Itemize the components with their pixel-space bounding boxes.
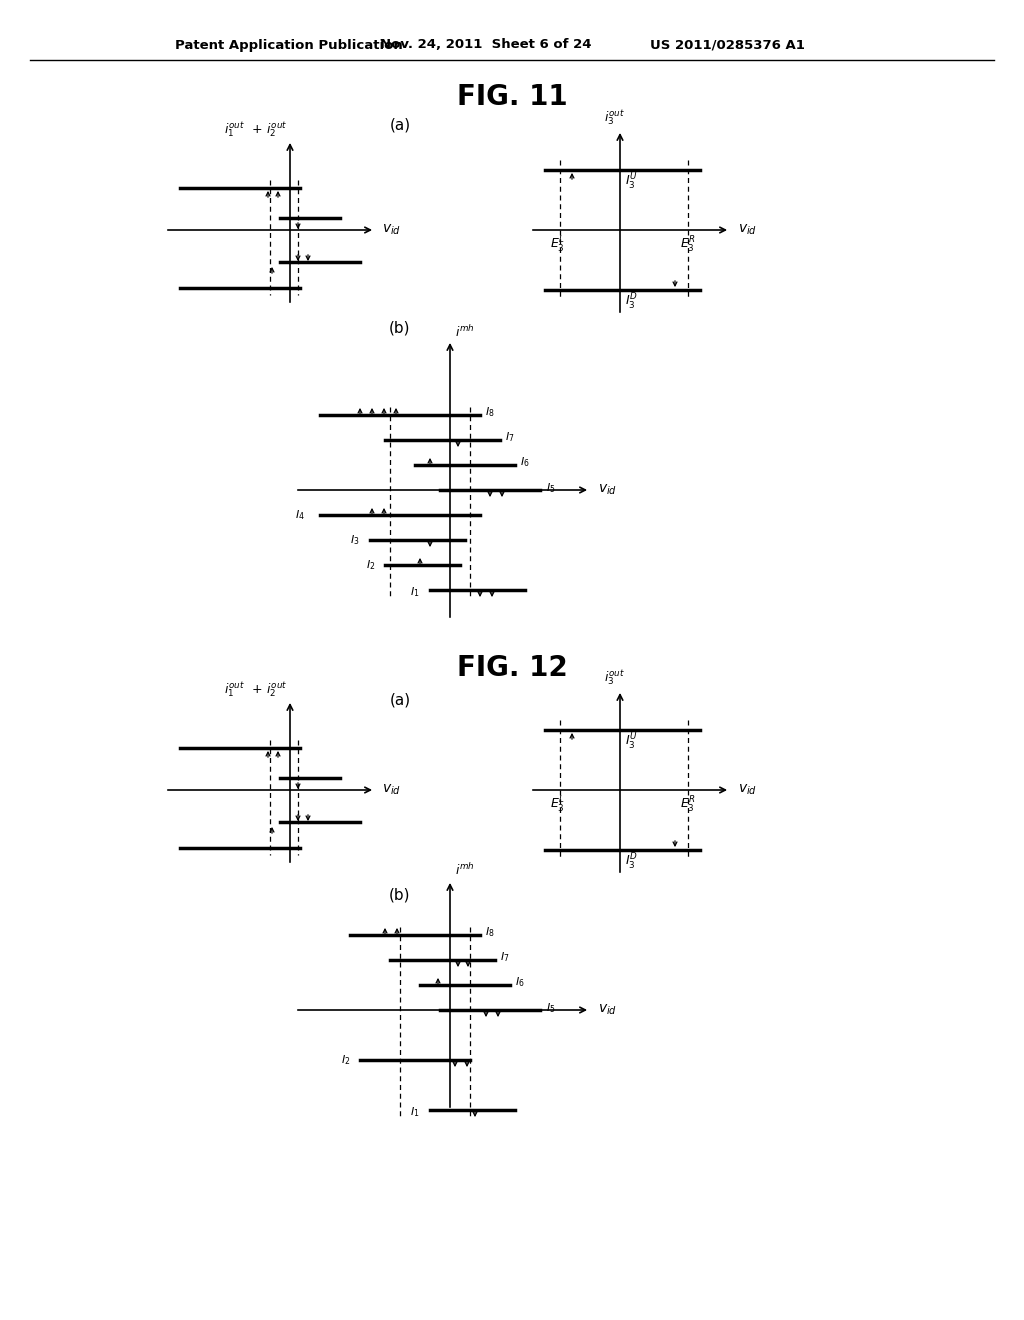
- Text: US 2011/0285376 A1: US 2011/0285376 A1: [650, 38, 805, 51]
- Text: $i^{mh}$: $i^{mh}$: [455, 862, 475, 878]
- Text: $I_6$: $I_6$: [520, 455, 529, 469]
- Text: $\,+\,i_2^{out}$: $\,+\,i_2^{out}$: [247, 120, 288, 140]
- Text: $i_1^{out}$: $i_1^{out}$: [224, 680, 245, 700]
- Text: $I_3$: $I_3$: [350, 533, 360, 546]
- Text: $E_3^L$: $E_3^L$: [551, 235, 565, 255]
- Text: $I_2$: $I_2$: [341, 1053, 350, 1067]
- Text: $v_{id}$: $v_{id}$: [382, 223, 401, 238]
- Text: $v_{id}$: $v_{id}$: [598, 483, 617, 498]
- Text: $E_3^R$: $E_3^R$: [680, 235, 696, 255]
- Text: (a): (a): [389, 693, 411, 708]
- Text: (b): (b): [389, 887, 411, 903]
- Text: $I_5$: $I_5$: [546, 480, 556, 495]
- Text: FIG. 11: FIG. 11: [457, 83, 567, 111]
- Text: $v_{id}$: $v_{id}$: [382, 783, 401, 797]
- Text: $I_7$: $I_7$: [500, 950, 510, 964]
- Text: Patent Application Publication: Patent Application Publication: [175, 38, 402, 51]
- Text: FIG. 12: FIG. 12: [457, 653, 567, 682]
- Text: $v_{id}$: $v_{id}$: [738, 783, 757, 797]
- Text: $I_1$: $I_1$: [411, 1105, 420, 1119]
- Text: $I_1$: $I_1$: [411, 585, 420, 599]
- Text: $I_7$: $I_7$: [505, 430, 514, 444]
- Text: $I_2$: $I_2$: [366, 558, 375, 572]
- Text: (b): (b): [389, 321, 411, 335]
- Text: $v_{id}$: $v_{id}$: [738, 223, 757, 238]
- Text: $v_{id}$: $v_{id}$: [598, 1003, 617, 1018]
- Text: $E_3^R$: $E_3^R$: [680, 795, 696, 814]
- Text: $\,+\,i_2^{out}$: $\,+\,i_2^{out}$: [247, 680, 288, 700]
- Text: $E_3^L$: $E_3^L$: [551, 795, 565, 814]
- Text: $I_3^U$: $I_3^U$: [625, 172, 638, 191]
- Text: $I_3^D$: $I_3^D$: [625, 851, 638, 873]
- Text: (a): (a): [389, 117, 411, 132]
- Text: $i_1^{out}$: $i_1^{out}$: [224, 120, 245, 140]
- Text: $I_4$: $I_4$: [295, 508, 305, 521]
- Text: $I_3^D$: $I_3^D$: [625, 292, 638, 312]
- Text: $I_3^U$: $I_3^U$: [625, 733, 638, 752]
- Text: $i^{mh}$: $i^{mh}$: [455, 323, 475, 341]
- Text: $i_3^{out}$: $i_3^{out}$: [604, 108, 626, 128]
- Text: Nov. 24, 2011  Sheet 6 of 24: Nov. 24, 2011 Sheet 6 of 24: [380, 38, 592, 51]
- Text: $I_8$: $I_8$: [485, 925, 495, 939]
- Text: $I_6$: $I_6$: [515, 975, 524, 989]
- Text: $i_3^{out}$: $i_3^{out}$: [604, 668, 626, 688]
- Text: $I_8$: $I_8$: [485, 405, 495, 418]
- Text: $I_5$: $I_5$: [546, 1001, 556, 1015]
